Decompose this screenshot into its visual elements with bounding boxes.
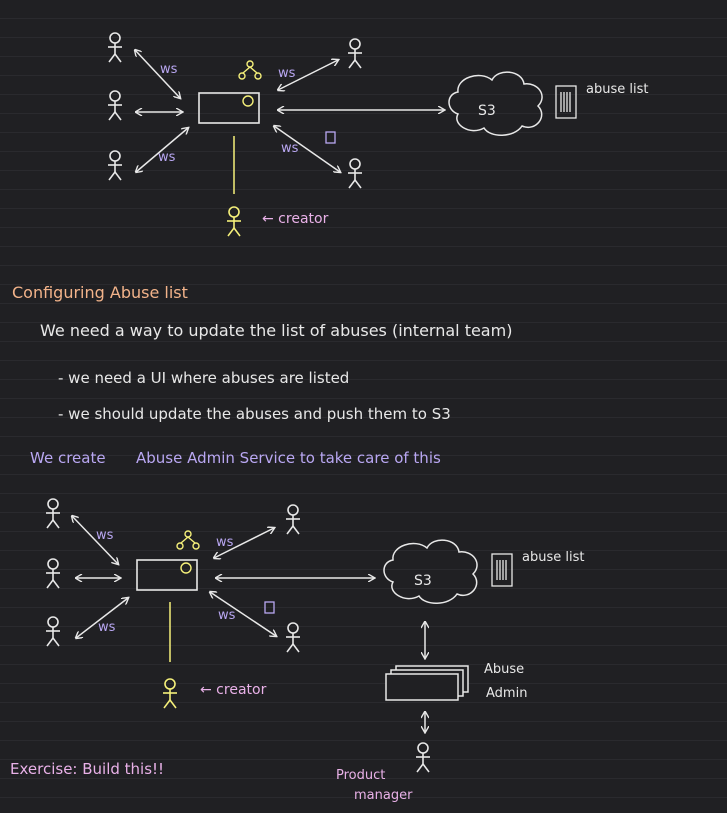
- ws-label: ws: [96, 528, 114, 543]
- abuse-list-label: abuse list: [522, 550, 585, 565]
- server-indicator-icon: [242, 95, 254, 107]
- ws-label: ws: [216, 535, 234, 550]
- bullet-item: - we should update the abuses and push t…: [58, 405, 451, 423]
- product-manager-figure-icon: [415, 742, 431, 773]
- ws-label: ws: [278, 66, 296, 81]
- user-figure-icon: [45, 616, 61, 647]
- server-indicator-icon: [180, 562, 192, 574]
- ws-arrow: [214, 528, 274, 558]
- message-box-icon: [325, 131, 336, 144]
- abuse-list-document-icon: [555, 85, 577, 119]
- server-box: [198, 92, 260, 124]
- ws-label: ws: [281, 141, 299, 156]
- ws-label: ws: [98, 620, 116, 635]
- server-box: [136, 559, 198, 591]
- user-figure-icon: [285, 504, 301, 535]
- creator-label: ← creator: [262, 211, 329, 227]
- user-figure-icon: [107, 150, 123, 181]
- bullet-item: - we need a UI where abuses are listed: [58, 369, 350, 387]
- ws-arrow: [135, 50, 180, 98]
- ws-label: ws: [160, 62, 178, 77]
- product-manager-label: Product: [336, 768, 386, 783]
- abuse-list-document-icon: [491, 553, 513, 587]
- network-icon: [238, 60, 262, 80]
- user-figure-icon: [45, 498, 61, 529]
- user-figure-icon: [45, 558, 61, 589]
- ws-arrow: [210, 592, 276, 636]
- abuse-admin-label: Admin: [486, 686, 528, 701]
- s3-label: S3: [414, 573, 432, 589]
- exercise-note: Exercise: Build this!!: [10, 760, 165, 778]
- user-figure-icon: [285, 622, 301, 653]
- abuse-list-label: abuse list: [586, 82, 649, 97]
- user-figure-icon: [347, 158, 363, 189]
- s3-label: S3: [478, 103, 496, 119]
- conclusion-prefix: We create: [30, 449, 106, 467]
- creator-figure-icon: [162, 678, 178, 709]
- ws-arrow: [72, 516, 118, 564]
- network-icon: [176, 530, 200, 550]
- s3-cloud: [383, 539, 478, 604]
- ws-label: ws: [218, 608, 236, 623]
- message-box-icon: [264, 601, 275, 614]
- abuse-admin-label: Abuse: [484, 662, 525, 677]
- conclusion-text: Abuse Admin Service to take care of this: [136, 449, 441, 467]
- abuse-admin-service: [385, 665, 469, 701]
- ws-label: ws: [158, 150, 176, 165]
- section-heading: Configuring Abuse list: [12, 283, 188, 302]
- creator-label: ← creator: [200, 682, 267, 698]
- product-manager-label: manager: [354, 788, 413, 803]
- ws-arrow: [278, 60, 338, 90]
- diagram-2: [45, 498, 513, 773]
- s3-cloud: [448, 71, 543, 136]
- creator-figure-icon: [226, 206, 242, 237]
- ws-arrow: [76, 598, 128, 638]
- note-line: We need a way to update the list of abus…: [40, 321, 513, 340]
- user-figure-icon: [107, 32, 123, 63]
- diagram-1: [107, 32, 577, 237]
- ws-arrow: [274, 126, 340, 172]
- user-figure-icon: [107, 90, 123, 121]
- user-figure-icon: [347, 38, 363, 69]
- ws-arrow: [136, 128, 188, 172]
